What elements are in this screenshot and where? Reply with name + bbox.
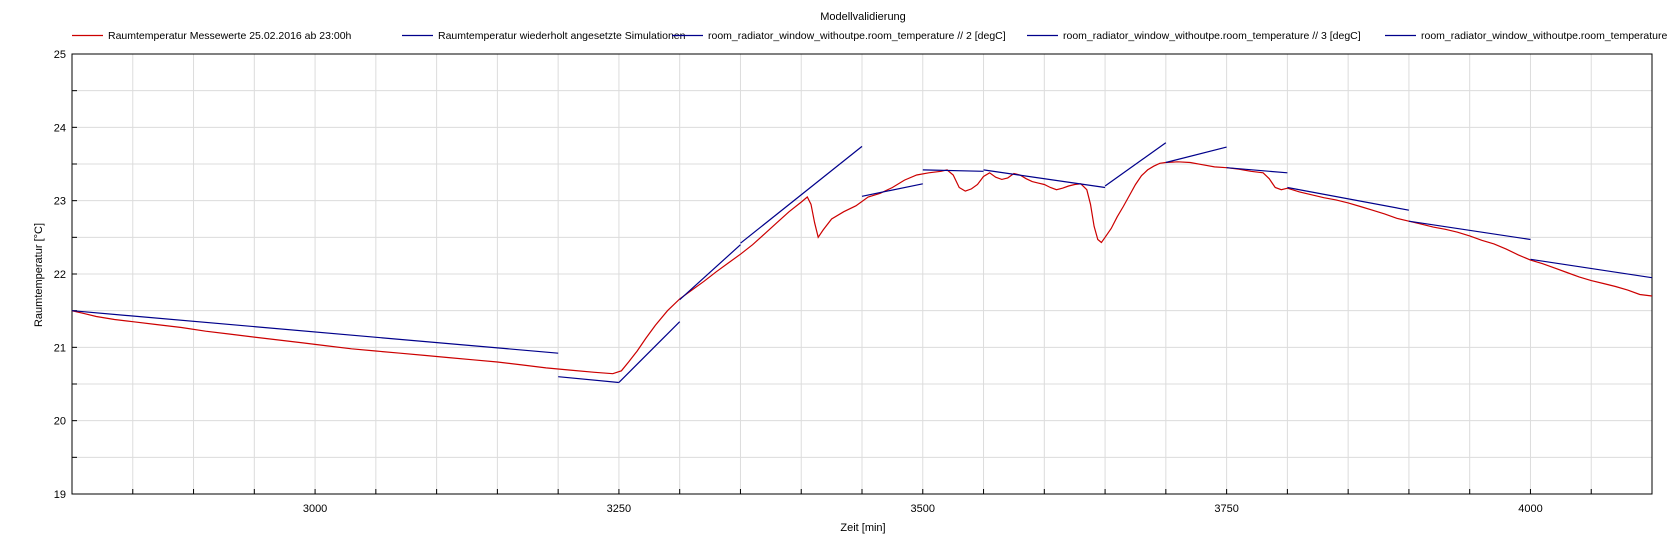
chart-title: Modellvalidierung	[820, 11, 906, 23]
simulation-line-segment	[558, 376, 619, 384]
x-tick-label: 3250	[607, 503, 631, 515]
y-tick-label: 21	[54, 342, 66, 354]
simulation-line-segment	[740, 145, 863, 244]
y-tick-label: 24	[54, 122, 66, 134]
simulation-line-segment	[1408, 220, 1531, 241]
simulation-line-segment	[922, 169, 984, 172]
y-tick-label: 19	[54, 489, 66, 501]
simulation-line-segment	[1530, 258, 1652, 279]
axis-ticks: 3000 3250 3500 3750 4000 19 20 21 22 23 24 25	[54, 49, 1653, 515]
simulation-line-segment	[679, 244, 741, 301]
legend: Raumtemperatur Messewerte 25.02.2016 ab …	[72, 30, 1667, 42]
simulation-line-segment	[861, 183, 923, 197]
simulation-line-segment	[1287, 186, 1410, 211]
simulation-line-segment	[1226, 167, 1288, 174]
simulation-line-segment	[983, 169, 1106, 189]
simulation-line-segment	[72, 310, 559, 354]
legend-entry-label: room_radiator_window_withoutpe.room_temp…	[1063, 30, 1361, 42]
series-layer	[72, 142, 1652, 384]
x-axis-title: Zeit [min]	[840, 522, 885, 534]
legend-entry-label: Raumtemperatur wiederholt angesetzte Sim…	[438, 30, 686, 42]
y-tick-label: 20	[54, 416, 66, 428]
x-tick-label: 4000	[1518, 503, 1542, 515]
simulation-line-segment	[618, 321, 681, 383]
legend-entry-label: room_radiator_window_withoutpe.room_temp…	[1421, 30, 1667, 42]
simulation-line-segment	[1165, 146, 1227, 164]
x-tick-label: 3500	[911, 503, 935, 515]
simulation-line-segment	[1104, 142, 1167, 187]
y-tick-label: 25	[54, 49, 66, 61]
legend-entry-label: room_radiator_window_withoutpe.room_temp…	[708, 30, 1006, 42]
y-axis-title: Raumtemperatur [°C]	[33, 223, 45, 327]
x-tick-label: 3750	[1214, 503, 1238, 515]
legend-entry-label: Raumtemperatur Messewerte 25.02.2016 ab …	[108, 30, 352, 42]
y-tick-label: 22	[54, 269, 66, 281]
y-tick-label: 23	[54, 196, 66, 208]
x-tick-label: 3000	[303, 503, 327, 515]
